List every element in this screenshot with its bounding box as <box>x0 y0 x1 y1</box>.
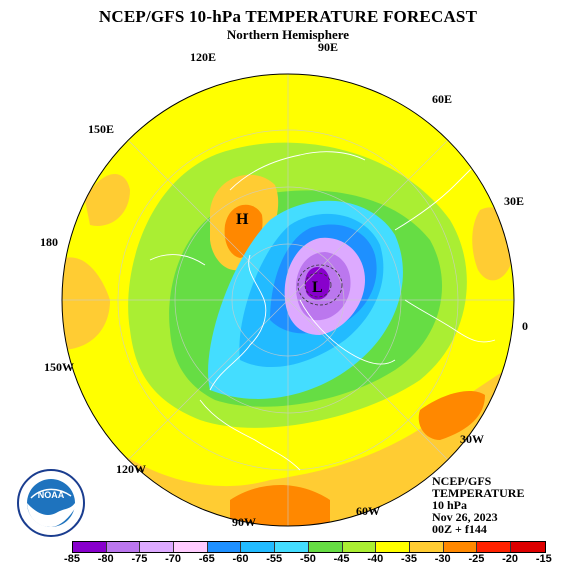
legend-tick-label: -65 <box>198 553 215 565</box>
map-border <box>61 73 515 527</box>
temp-band-deep-orange-southeast <box>418 390 485 440</box>
legend-swatch-2 <box>140 542 175 552</box>
coastlines <box>149 149 496 471</box>
legend-tick-label: -80 <box>97 553 114 565</box>
legend-tick-label: -20 <box>502 553 519 565</box>
legend-swatch-3 <box>174 542 208 552</box>
svg-text:NOAA: NOAA <box>38 490 65 500</box>
noaa-logo: NOAA <box>17 469 85 537</box>
high-pressure-marker: H <box>236 211 249 228</box>
legend-tick-label: -40 <box>367 553 384 565</box>
lon-label-0: 0 <box>522 319 528 333</box>
legend-swatch-0 <box>73 542 107 552</box>
info-model: NCEP/GFS <box>432 474 492 488</box>
lon-label-150e: 150E <box>88 122 115 136</box>
legend-swatch-12 <box>477 542 511 552</box>
forecast-info: NCEP/GFS TEMPERATURE 10 hPa Nov 26, 2023… <box>432 475 524 535</box>
legend-tick-label: -25 <box>468 553 485 565</box>
temp-band-orange-northwest <box>85 173 130 226</box>
lon-label-180: 180 <box>40 235 58 249</box>
info-variable: TEMPERATURE <box>432 486 525 500</box>
graticule <box>62 74 514 526</box>
legend-tick-label: -70 <box>165 553 182 565</box>
lon-label-90e: 90E <box>318 40 339 54</box>
legend-tick-label: -30 <box>434 553 451 565</box>
legend-swatch-6 <box>275 542 309 552</box>
info-forecast-hour: 00Z + f144 <box>432 522 487 536</box>
lon-label-30e: 30E <box>504 194 525 208</box>
lon-label-120e: 120E <box>190 50 217 64</box>
legend-swatch-8 <box>342 542 377 552</box>
lon-label-60w: 60W <box>356 504 380 518</box>
legend-tick-label: -85 <box>64 553 80 565</box>
legend-tick-label: -50 <box>299 553 316 565</box>
legend-tick-label: -35 <box>401 553 417 565</box>
lon-label-120w: 120W <box>116 462 146 476</box>
legend-swatch-7 <box>308 542 343 552</box>
legend-swatch-5 <box>241 542 276 552</box>
lon-label-150w: 150W <box>44 360 74 374</box>
lon-label-30w: 30W <box>460 432 484 446</box>
legend-tick-label: -45 <box>333 553 350 565</box>
color-legend <box>72 541 546 553</box>
lon-label-60e: 60E <box>432 92 453 106</box>
info-level: 10 hPa <box>432 498 468 512</box>
contours <box>297 264 343 306</box>
lon-label-90w: 90W <box>232 515 256 529</box>
temp-band-deep-orange-south <box>230 485 330 526</box>
legend-swatch-9 <box>376 542 410 552</box>
legend-tick-label: -75 <box>131 553 148 565</box>
legend-tick-label: -60 <box>232 553 249 565</box>
legend-swatch-13 <box>510 542 545 552</box>
map-subtitle: Northern Hemisphere <box>226 27 350 42</box>
temp-band-orange-west <box>62 257 110 350</box>
map-title: NCEP/GFS 10-hPa TEMPERATURE FORECAST <box>98 7 478 26</box>
legend-swatch-1 <box>106 542 141 552</box>
info-date: Nov 26, 2023 <box>432 510 498 524</box>
legend-swatch-4 <box>207 542 242 552</box>
temp-band-purple <box>305 267 330 300</box>
legend-swatch-11 <box>443 542 478 552</box>
legend-swatch-10 <box>409 542 444 552</box>
low-pressure-marker: L <box>312 279 323 296</box>
legend-tick-label: -15 <box>535 553 552 565</box>
legend-tick-label: -55 <box>266 553 283 565</box>
